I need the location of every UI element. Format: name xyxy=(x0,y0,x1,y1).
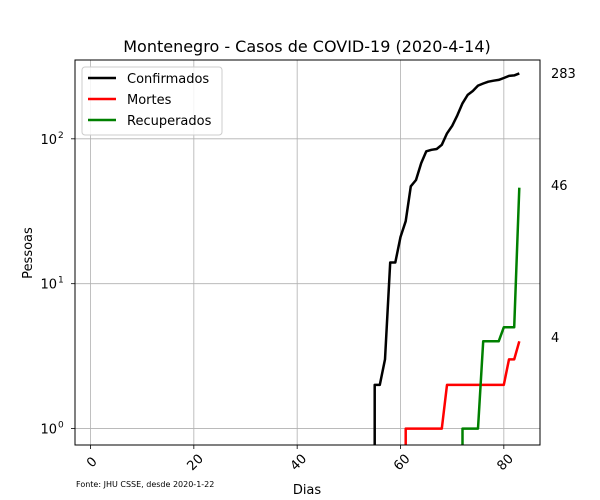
end-label-confirmados: 283 xyxy=(551,67,576,82)
y-tick-label: 10 xyxy=(40,423,57,438)
plot-frame xyxy=(74,59,541,446)
legend-frame xyxy=(81,66,223,136)
legend-label-mortes: Mortes xyxy=(127,93,172,108)
y-tick-label: 10 xyxy=(40,278,57,293)
series-line-recuperados xyxy=(461,187,521,445)
end-label-mortes: 4 xyxy=(551,331,559,346)
y-tick-label: 10 xyxy=(40,133,57,148)
x-tick-label: 60 xyxy=(391,452,413,474)
source-note: Fonte: JHU CSSE, desde 2020-1-22 xyxy=(76,480,214,489)
x-axis-ticks: 0 20 40 60 80 xyxy=(84,445,517,474)
y-axis-label: Pessoas xyxy=(21,227,36,279)
x-tick-label: 80 xyxy=(494,452,516,474)
legend-label-recuperados: Recuperados xyxy=(127,114,212,129)
x-axis-label: Dias xyxy=(293,483,322,498)
y-tick-exponent: 2 xyxy=(58,131,64,141)
series-lines xyxy=(373,72,521,445)
chart-title: Montenegro - Casos de COVID-19 (2020-4-1… xyxy=(123,37,491,56)
legend: Confirmados Mortes Recuperados xyxy=(81,66,223,136)
series-line-mortes xyxy=(404,340,521,445)
y-tick-exponent: 1 xyxy=(58,276,64,286)
x-tick-label: 40 xyxy=(288,452,310,474)
legend-label-confirmados: Confirmados xyxy=(127,72,209,87)
x-tick-label: 0 xyxy=(84,455,100,471)
series-line-confirmados xyxy=(373,72,520,445)
y-tick-exponent: 0 xyxy=(58,421,64,431)
x-tick-label: 20 xyxy=(184,452,206,474)
end-label-recuperados: 46 xyxy=(551,179,568,194)
